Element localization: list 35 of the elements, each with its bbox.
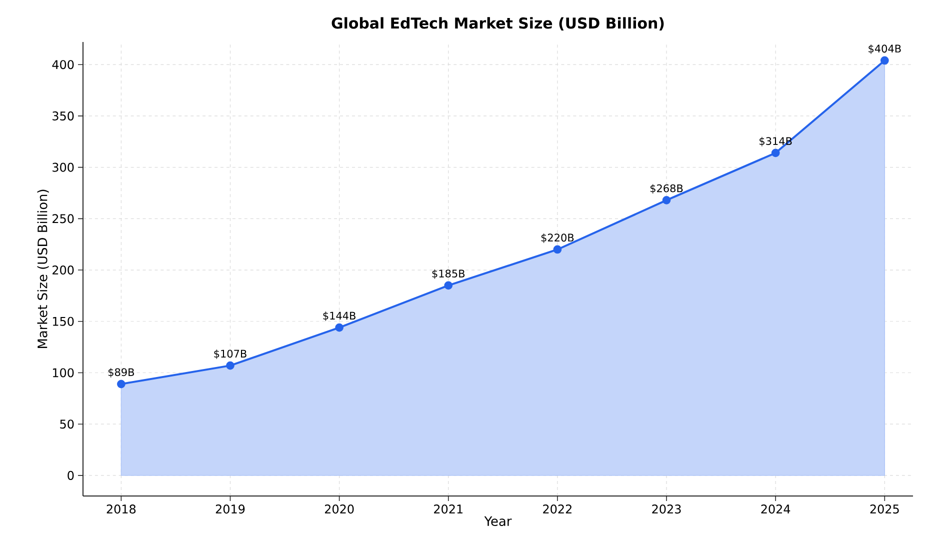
point (335, 323, 344, 332)
y-tick-label: 350 (52, 111, 74, 120)
point (553, 245, 562, 254)
y-tick-label: 400 (52, 60, 74, 70)
point (771, 148, 780, 158)
y-tick-label: 300 (52, 162, 74, 172)
x-tick-label: 2025 (870, 504, 899, 514)
point (880, 56, 889, 65)
x-tick-label: 2024 (761, 504, 790, 514)
x-tick-label: 2018 (106, 504, 136, 514)
y-tick-label: 0 (68, 470, 74, 480)
y-axis-title: Market Size (USD Billion) (37, 190, 49, 348)
data-label: $107B (214, 350, 246, 360)
point (226, 361, 234, 370)
data-label: $89B (108, 368, 134, 378)
x-tick-label: 2020 (324, 504, 354, 514)
chart-title: Global EdTech Market Size (USD Billion) (332, 17, 664, 30)
y-tick-label: 200 (52, 266, 74, 275)
x-tick-label: 2022 (543, 504, 572, 514)
x-tick-label: 2019 (216, 504, 245, 514)
point (662, 196, 671, 204)
y-tick-label: 250 (52, 214, 74, 224)
y-tick-label: 100 (52, 368, 74, 378)
x-axis-title: Year (484, 516, 512, 526)
y-tick-label: 150 (52, 316, 74, 326)
data-label: $404B (868, 44, 901, 54)
point (444, 281, 453, 290)
data-label: $185B (432, 269, 465, 279)
x-tick-label: 2021 (434, 504, 462, 514)
point (116, 380, 126, 388)
y-tick-label: 50 (60, 420, 74, 429)
data-label: $268B (650, 184, 683, 194)
data-label: $144B (323, 312, 356, 322)
data-label: $220B (541, 233, 574, 243)
x-tick-label: 2023 (652, 504, 681, 514)
